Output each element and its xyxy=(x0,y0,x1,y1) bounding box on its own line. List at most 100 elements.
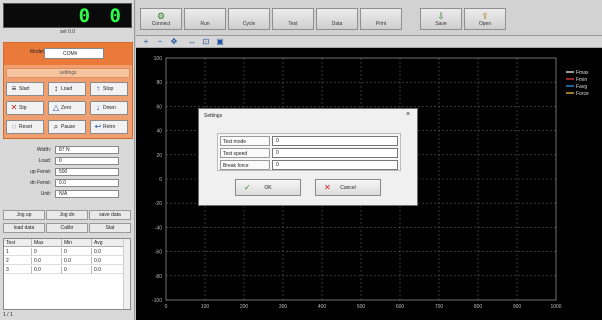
force-display: 0 0 xyxy=(3,3,132,28)
y-tick-label: -20 xyxy=(155,201,162,207)
down-arrow-icon: ↓ xyxy=(96,103,100,112)
control-group: Model COM# settings ≡ Start ↕ Load ↑ Stop ✕… xyxy=(3,42,133,139)
load-button[interactable]: ↕ Load xyxy=(48,82,86,96)
mode-bar: Model COM# xyxy=(4,43,132,65)
legend-label: Fmin xyxy=(576,77,587,83)
break-force-input[interactable]: 0 xyxy=(272,160,398,170)
toolbar-button-save[interactable]: ⇩ Save xyxy=(420,8,462,30)
fit-icon[interactable]: ↔ xyxy=(188,37,196,46)
return-button[interactable]: ↩ Retrn xyxy=(90,120,128,134)
field-label: dn Fenst: xyxy=(30,180,51,186)
toolbar-button-connect[interactable]: ⚙ Connect xyxy=(140,8,182,30)
load-icon: ↕ xyxy=(54,84,58,93)
table-cell: 1 xyxy=(4,248,32,256)
table-scrollbar[interactable] xyxy=(123,239,130,309)
x-tick-label: 300 xyxy=(279,304,288,310)
stp-button[interactable]: ✕ Stp xyxy=(6,101,44,115)
down-label: Down xyxy=(103,105,116,111)
x-tick-label: 500 xyxy=(357,304,366,310)
toolbar-label: Print xyxy=(375,21,387,27)
reset-button[interactable]: ◌ Reset xyxy=(6,120,44,134)
toolbar-button-cycle[interactable]: Cycle xyxy=(228,8,270,30)
mode-select[interactable]: COM# xyxy=(44,48,104,59)
toolbar-label: Test xyxy=(288,21,298,27)
parameter-fields: Width: 87 N Load: 0 up Fenst: 500 dn Fenst:… xyxy=(3,146,133,204)
zero-button[interactable]: △ Zero xyxy=(48,101,86,115)
field-label: Width: xyxy=(36,147,51,153)
dialog-title: Settings xyxy=(204,113,223,119)
unit-input[interactable]: N/A xyxy=(55,190,119,198)
x-tick-label: 1000 xyxy=(550,304,561,310)
toolbar-button-data[interactable]: Data xyxy=(316,8,358,30)
control-header: settings xyxy=(6,68,130,78)
plug-icon: ⚙ xyxy=(156,11,166,21)
pause-label: Pause xyxy=(61,124,76,130)
start-button[interactable]: ≡ Start xyxy=(6,82,44,96)
save-icon[interactable]: ▣ xyxy=(216,37,224,46)
search-icon: ⌕ xyxy=(53,122,59,131)
chart-options-icon[interactable]: ⊡ xyxy=(202,37,210,46)
dialog-row: Test mode 0 xyxy=(220,136,398,146)
chart-tools: + − ✥ ↔ ⊡ ▣ xyxy=(136,36,602,48)
ok-button[interactable]: ✓ OK xyxy=(235,179,301,196)
save-icon: ⇩ xyxy=(437,11,445,21)
stats-button[interactable]: Stat xyxy=(89,223,131,233)
test-mode-input[interactable]: 0 xyxy=(272,136,398,146)
down-limit-input[interactable]: 0.0 xyxy=(55,179,119,187)
up-limit-input[interactable]: 500 xyxy=(55,168,119,176)
toolbar-label: Cycle xyxy=(242,21,256,27)
save-data-button[interactable]: save data xyxy=(89,210,131,220)
table-cell: 3 xyxy=(4,266,32,274)
start-icon: ≡ xyxy=(11,84,17,93)
field-label: up Fenst: xyxy=(30,169,51,175)
load-data-button[interactable]: load data xyxy=(3,223,45,233)
zoom-in-icon[interactable]: + xyxy=(143,37,149,46)
x-tick-label: 200 xyxy=(240,304,249,310)
toolbar-label: Save xyxy=(435,21,447,27)
dialog-label: Break force xyxy=(220,160,270,170)
stp-label: Stp xyxy=(19,105,27,111)
mode-label: Model xyxy=(30,49,44,55)
plot-area xyxy=(165,57,557,301)
table-cell: 2 xyxy=(4,257,32,265)
toolbar-button-test[interactable]: Test xyxy=(272,8,314,30)
table-cell: 0.0 xyxy=(32,257,62,265)
toolbar-button-run[interactable]: Run xyxy=(184,8,226,30)
table-cell: 0.0 xyxy=(92,248,124,256)
width-input[interactable]: 87 N xyxy=(55,146,119,154)
display-sublabel: set 0.0 xyxy=(59,29,75,35)
return-icon: ↩ xyxy=(94,122,102,131)
stop-button[interactable]: ↑ Stop xyxy=(90,82,128,96)
field-row: dn Fenst: 0.0 xyxy=(3,179,133,188)
cancel-button[interactable]: ✕ Cancel xyxy=(315,179,381,196)
toolbar-label: Connect xyxy=(151,21,171,27)
dialog-fields: Test mode 0 Test speed 0 Break force 0 xyxy=(217,133,401,171)
main-toolbar: ⚙ Connect Run Cycle Test Data Print ⇩ Save… xyxy=(136,0,602,36)
close-icon[interactable]: × xyxy=(405,111,411,118)
table-header: Test xyxy=(4,239,32,247)
toolbar-button-print[interactable]: Print xyxy=(360,8,402,30)
field-row: Load: 0 xyxy=(3,157,133,166)
pause-button[interactable]: ⌕ Pause xyxy=(48,120,86,134)
table-cell: 0.0 xyxy=(92,257,124,265)
legend-label: Force xyxy=(576,91,589,97)
open-icon: ⇪ xyxy=(481,11,489,21)
toolbar-button-open[interactable]: ⇪ Open xyxy=(464,8,506,30)
cancel-label: Cancel xyxy=(340,185,356,191)
y-tick-label: 40 xyxy=(156,129,162,135)
x-tick-label: 800 xyxy=(474,304,483,310)
pan-icon[interactable]: ✥ xyxy=(170,37,178,46)
down-button[interactable]: ↓ Down xyxy=(90,101,128,115)
test-speed-input[interactable]: 0 xyxy=(272,148,398,158)
x-tick-label: 700 xyxy=(435,304,444,310)
zoom-out-icon[interactable]: − xyxy=(157,37,163,46)
jog-down-button[interactable]: Jog dn xyxy=(46,210,88,220)
jog-up-button[interactable]: Jog up xyxy=(3,210,45,220)
triangle-icon: △ xyxy=(52,103,60,112)
load-input[interactable]: 0 xyxy=(55,157,119,165)
calibrate-button[interactable]: Calibr xyxy=(46,223,88,233)
table-cell: 0 xyxy=(62,266,92,274)
control-panel: 0 0 set 0.0 Model COM# settings ≡ Start ↕… xyxy=(0,0,135,320)
dialog-row: Break force 0 xyxy=(220,160,398,170)
up-arrow-icon: ↑ xyxy=(96,84,100,93)
